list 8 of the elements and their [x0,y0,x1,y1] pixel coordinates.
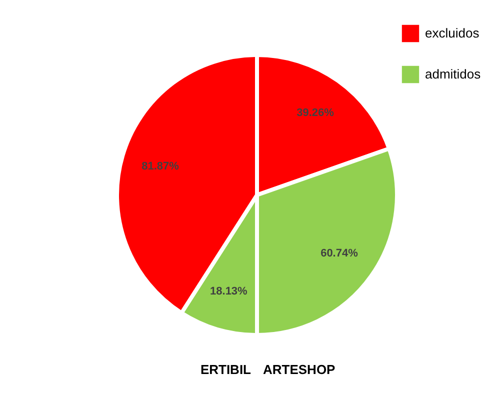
legend-label: excluidos [425,26,480,40]
data-label: 81.87% [142,160,180,173]
text: ARTESHOP [263,362,336,377]
data-label: 60.74% [320,247,358,260]
data-label: 18.13% [210,286,248,298]
text: ERTIBIL [200,362,252,377]
data-label: 39.26% [296,106,334,119]
legend-label: admitidos [425,66,482,82]
